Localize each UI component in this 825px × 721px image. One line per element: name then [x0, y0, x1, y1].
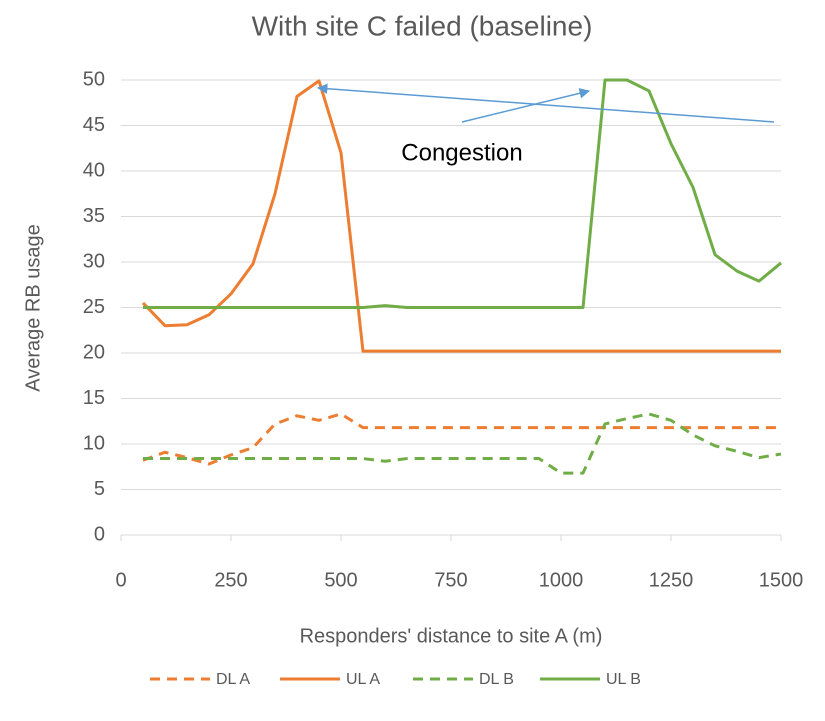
- series-line: [143, 78, 782, 309]
- y-tick-label: 35: [83, 205, 105, 227]
- series-line: [141, 79, 781, 353]
- x-tick-label: 250: [214, 569, 247, 591]
- series-line: [143, 412, 782, 475]
- y-tick-label: 45: [83, 114, 105, 136]
- legend-label: DL B: [479, 671, 514, 688]
- x-tick-label: 500: [324, 569, 357, 591]
- x-tick-label: 1500: [759, 569, 804, 591]
- y-tick-label: 25: [83, 296, 105, 318]
- legend-label: UL A: [346, 671, 380, 688]
- legend-label: DL A: [216, 671, 250, 688]
- series-line: [142, 412, 781, 466]
- x-tick-label: 750: [434, 569, 467, 591]
- y-tick-label: 0: [94, 523, 105, 545]
- y-tick-label: 15: [83, 387, 105, 409]
- annotation-arrow: [461, 88, 591, 123]
- y-tick-label: 30: [83, 250, 105, 272]
- x-tick-label: 0: [115, 569, 126, 591]
- legend-label: UL B: [606, 671, 641, 688]
- annotation-arrow: [316, 83, 775, 123]
- x-tick-label: 1250: [649, 569, 694, 591]
- y-tick-label: 20: [83, 341, 105, 363]
- y-axis-label: Average RB usage: [22, 224, 44, 392]
- annotation: Congestion: [401, 139, 522, 166]
- x-tick-label: 1000: [539, 569, 584, 591]
- chart-title: With site C failed (baseline): [252, 10, 593, 41]
- y-tick-label: 5: [94, 478, 105, 500]
- y-tick-label: 50: [83, 68, 105, 90]
- y-tick-label: 10: [83, 432, 105, 454]
- x-axis-label: Responders' distance to site A (m): [300, 625, 603, 647]
- y-tick-label: 40: [83, 159, 105, 181]
